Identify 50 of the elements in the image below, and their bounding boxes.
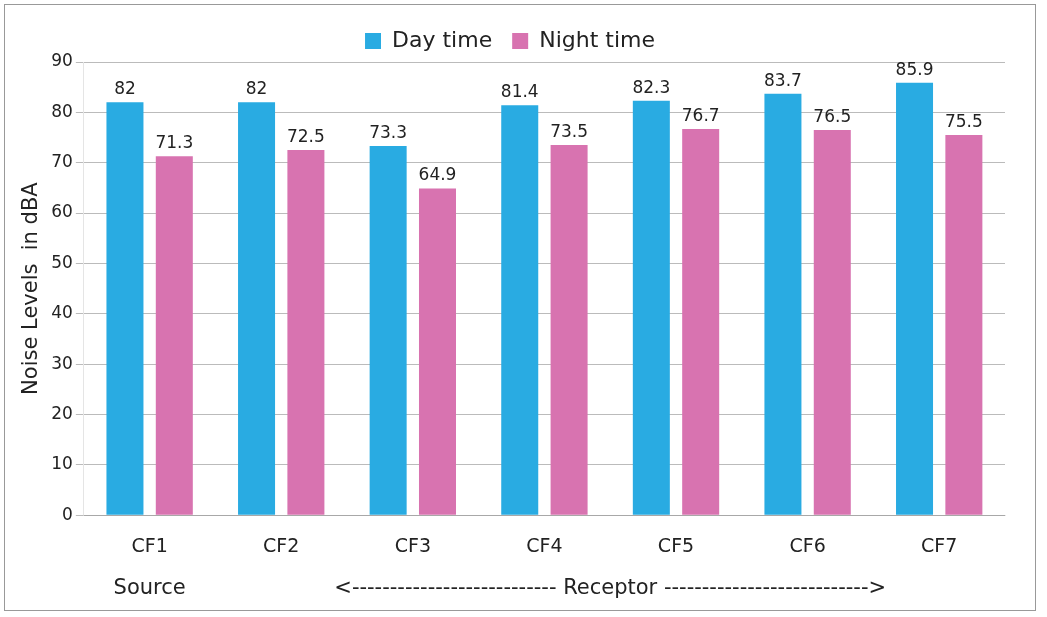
bar	[632, 100, 670, 515]
text: Source	[113, 575, 186, 599]
data-label: 73.3	[369, 122, 408, 143]
data-label: 64.9	[418, 164, 457, 185]
x-tick-label: CF7	[921, 533, 958, 556]
legend-label: Night time	[539, 26, 655, 52]
x-tick-label: CF5	[657, 533, 695, 556]
data-label: 83.7	[764, 69, 802, 90]
data-label: 82	[114, 78, 136, 99]
x-tick-label: CF1	[131, 533, 168, 556]
bar	[369, 146, 407, 515]
y-tick-label: 50	[51, 251, 73, 272]
data-label: 71.3	[155, 132, 194, 153]
bar	[418, 188, 456, 515]
y-tick-label: 60	[51, 201, 73, 222]
bar	[896, 82, 934, 515]
data-label: 72.5	[286, 126, 325, 147]
bar	[287, 150, 325, 515]
legend-label: Day time	[392, 26, 493, 52]
data-label: 85.9	[895, 58, 934, 79]
data-label: 75.5	[944, 110, 983, 131]
data-label: 81.4	[500, 81, 539, 102]
data-label: 76.5	[813, 105, 852, 126]
bar	[155, 156, 193, 515]
x-tick-label: CF3	[394, 533, 431, 556]
bar	[813, 129, 851, 515]
text: <--------------------------- Receptor --------------------------->	[333, 575, 888, 599]
x-tick-label: CF6	[789, 533, 826, 556]
x-tick-label: CF2	[263, 533, 300, 556]
bar	[945, 135, 983, 515]
y-tick-label: 30	[51, 352, 73, 373]
bar	[550, 145, 588, 515]
bar	[501, 105, 539, 515]
bar	[106, 102, 144, 515]
y-tick-label: 80	[51, 100, 73, 121]
y-tick-label: 70	[51, 151, 73, 172]
y-tick-label: 10	[51, 453, 73, 474]
data-label: 76.7	[681, 104, 720, 125]
bar	[682, 128, 720, 515]
bar	[764, 93, 802, 515]
y-tick-label: 90	[51, 50, 73, 71]
data-label: 82	[245, 78, 268, 99]
y-tick-label: 40	[51, 302, 73, 323]
data-label: 73.5	[550, 121, 589, 142]
y-tick-label: 0	[62, 503, 73, 524]
y-axis-title: Noise Levels in dBA	[18, 181, 43, 395]
data-label: 82.3	[632, 76, 671, 97]
bar	[238, 102, 276, 515]
y-tick-label: 20	[51, 402, 73, 423]
x-tick-label: CF4	[526, 533, 563, 556]
